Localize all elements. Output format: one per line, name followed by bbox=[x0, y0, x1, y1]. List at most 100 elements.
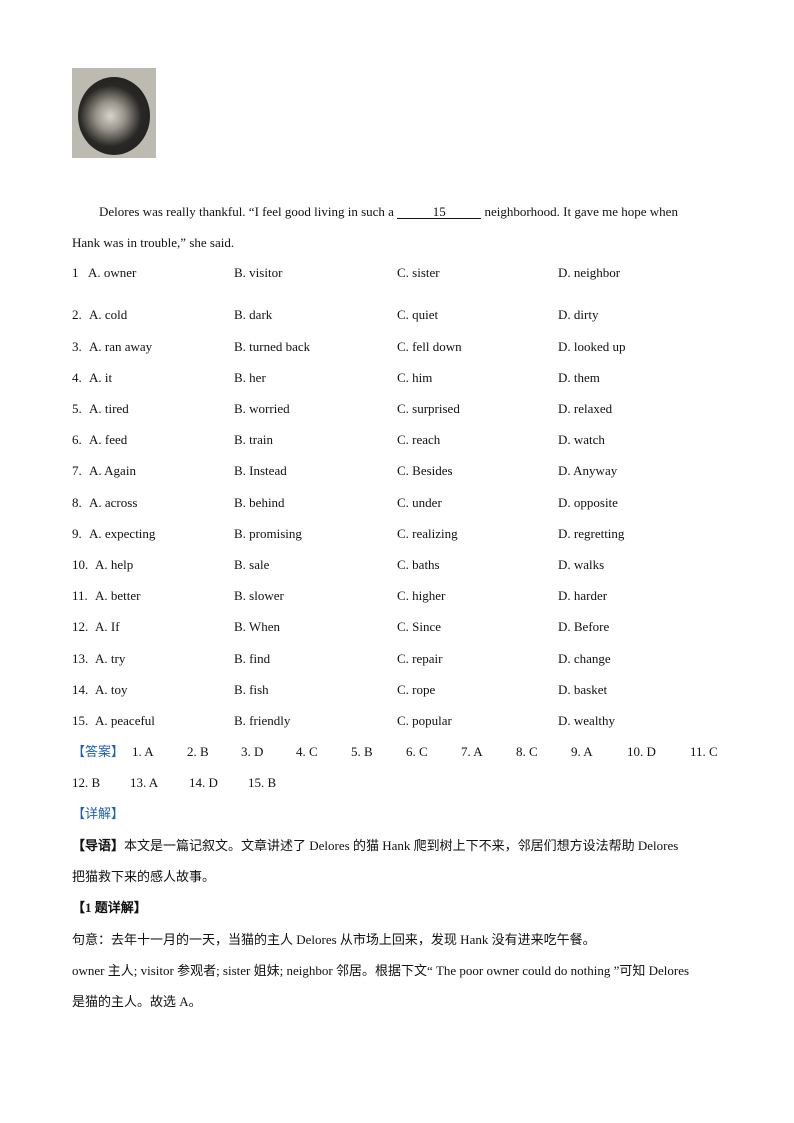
cat-owner-photo bbox=[72, 68, 156, 158]
option-c: C. under bbox=[397, 495, 442, 510]
answer-row-1: 【答案】 bbox=[72, 744, 124, 760]
q1-line-3: 是猫的主人。故选 A。 bbox=[72, 994, 202, 1009]
option-c: C. sister bbox=[397, 265, 440, 280]
question-number: 4. bbox=[72, 370, 82, 385]
option-a: A. try bbox=[95, 651, 126, 666]
option-b: B. friendly bbox=[234, 713, 291, 728]
option-d: D. them bbox=[558, 370, 600, 385]
option-c: C. popular bbox=[397, 713, 452, 728]
option-a: A. tired bbox=[89, 401, 129, 416]
answer-item: 12. B bbox=[72, 775, 101, 790]
question-number: 1 bbox=[72, 265, 79, 280]
option-b: B. her bbox=[234, 370, 266, 385]
option-d: D. looked up bbox=[558, 339, 626, 354]
option-a: A. cold bbox=[89, 307, 128, 322]
option-a: A. If bbox=[95, 619, 120, 634]
answer-item: 9. A bbox=[571, 744, 593, 759]
option-b: B. behind bbox=[234, 495, 285, 510]
option-c: C. rope bbox=[397, 682, 436, 697]
option-a: A. toy bbox=[95, 682, 128, 697]
q1-line-2: owner 主人; visitor 参观者; sister 姐妹; neighb… bbox=[72, 963, 690, 978]
question-number: 13. bbox=[72, 651, 89, 666]
question-number: 8. bbox=[72, 495, 82, 510]
explain-heading: 【详解】 bbox=[72, 806, 125, 821]
answer-item: 8. C bbox=[516, 744, 538, 759]
option-c: C. repair bbox=[397, 651, 443, 666]
answer-item: 6. C bbox=[406, 744, 428, 759]
blank-15: 15 bbox=[397, 205, 482, 219]
option-b: B. train bbox=[234, 432, 273, 447]
option-b: B. When bbox=[234, 619, 280, 634]
option-d: D. dirty bbox=[558, 307, 599, 322]
option-d: D. walks bbox=[558, 557, 605, 572]
question-number: 15. bbox=[72, 713, 89, 728]
option-d: D. regretting bbox=[558, 526, 625, 541]
option-c: C. Since bbox=[397, 619, 442, 634]
answer-item: 2. B bbox=[187, 744, 209, 759]
intro-line-2: 把猫救下来的感人故事。 bbox=[72, 869, 216, 884]
option-c: C. realizing bbox=[397, 526, 458, 541]
question-number: 14. bbox=[72, 682, 89, 697]
answer-item: 11. C bbox=[690, 744, 718, 759]
option-c: C. Besides bbox=[397, 463, 453, 478]
answer-item: 7. A bbox=[461, 744, 483, 759]
option-d: D. Anyway bbox=[558, 463, 618, 478]
option-b: B. Instead bbox=[234, 463, 287, 478]
option-d: D. harder bbox=[558, 588, 608, 603]
option-a: A. owner bbox=[88, 265, 137, 280]
passage-line-1: Delores was really thankful. “I feel goo… bbox=[99, 204, 678, 219]
intro-line-1: 【导语】本文是一篇记叙文。文章讲述了 Delores 的猫 Hank 爬到树上下… bbox=[72, 838, 679, 853]
option-b: B. find bbox=[234, 651, 271, 666]
option-c: C. surprised bbox=[397, 401, 460, 416]
answer-item: 14. D bbox=[189, 775, 218, 790]
question-number: 3. bbox=[72, 339, 82, 354]
option-b: B. sale bbox=[234, 557, 270, 572]
option-b: B. slower bbox=[234, 588, 284, 603]
option-a: A. better bbox=[95, 588, 141, 603]
answer-item: 4. C bbox=[296, 744, 318, 759]
question-number: 5. bbox=[72, 401, 82, 416]
q1-heading: 【1 题详解】 bbox=[72, 900, 147, 915]
q1-line-1: 句意：去年十一月的一天，当猫的主人 Delores 从市场上回来，发现 Hank… bbox=[72, 932, 596, 947]
option-d: D. opposite bbox=[558, 495, 618, 510]
question-number: 10. bbox=[72, 557, 89, 572]
question-number: 7. bbox=[72, 463, 82, 478]
option-c: C. baths bbox=[397, 557, 440, 572]
question-number: 11. bbox=[72, 588, 88, 603]
option-b: B. visitor bbox=[234, 265, 283, 280]
question-number: 6. bbox=[72, 432, 82, 447]
option-d: D. wealthy bbox=[558, 713, 616, 728]
question-number: 2. bbox=[72, 307, 82, 322]
answer-item: 5. B bbox=[351, 744, 373, 759]
option-b: B. fish bbox=[234, 682, 269, 697]
answer-item: 10. D bbox=[627, 744, 656, 759]
option-d: D. Before bbox=[558, 619, 610, 634]
option-d: D. neighbor bbox=[558, 265, 621, 280]
option-c: C. higher bbox=[397, 588, 446, 603]
option-c: C. quiet bbox=[397, 307, 439, 322]
option-d: D. watch bbox=[558, 432, 605, 447]
option-a: A. across bbox=[89, 495, 138, 510]
answer-item: 1. A bbox=[132, 744, 154, 759]
option-d: D. relaxed bbox=[558, 401, 613, 416]
option-a: A. ran away bbox=[89, 339, 153, 354]
option-c: C. him bbox=[397, 370, 433, 385]
option-a: A. feed bbox=[89, 432, 128, 447]
option-b: B. promising bbox=[234, 526, 302, 541]
option-a: A. it bbox=[89, 370, 113, 385]
option-a: A. expecting bbox=[89, 526, 156, 541]
answer-item: 15. B bbox=[248, 775, 277, 790]
option-c: C. reach bbox=[397, 432, 441, 447]
option-d: D. change bbox=[558, 651, 611, 666]
option-a: A. peaceful bbox=[95, 713, 155, 728]
option-a: A. help bbox=[95, 557, 134, 572]
question-number: 12. bbox=[72, 619, 89, 634]
option-b: B. turned back bbox=[234, 339, 311, 354]
passage-line-2: Hank was in trouble,” she said. bbox=[72, 235, 235, 250]
answer-item: 3. D bbox=[241, 744, 264, 759]
question-number: 9. bbox=[72, 526, 82, 541]
answer-label: 【答案】 bbox=[72, 744, 125, 759]
answer-item: 13. A bbox=[130, 775, 159, 790]
option-c: C. fell down bbox=[397, 339, 462, 354]
